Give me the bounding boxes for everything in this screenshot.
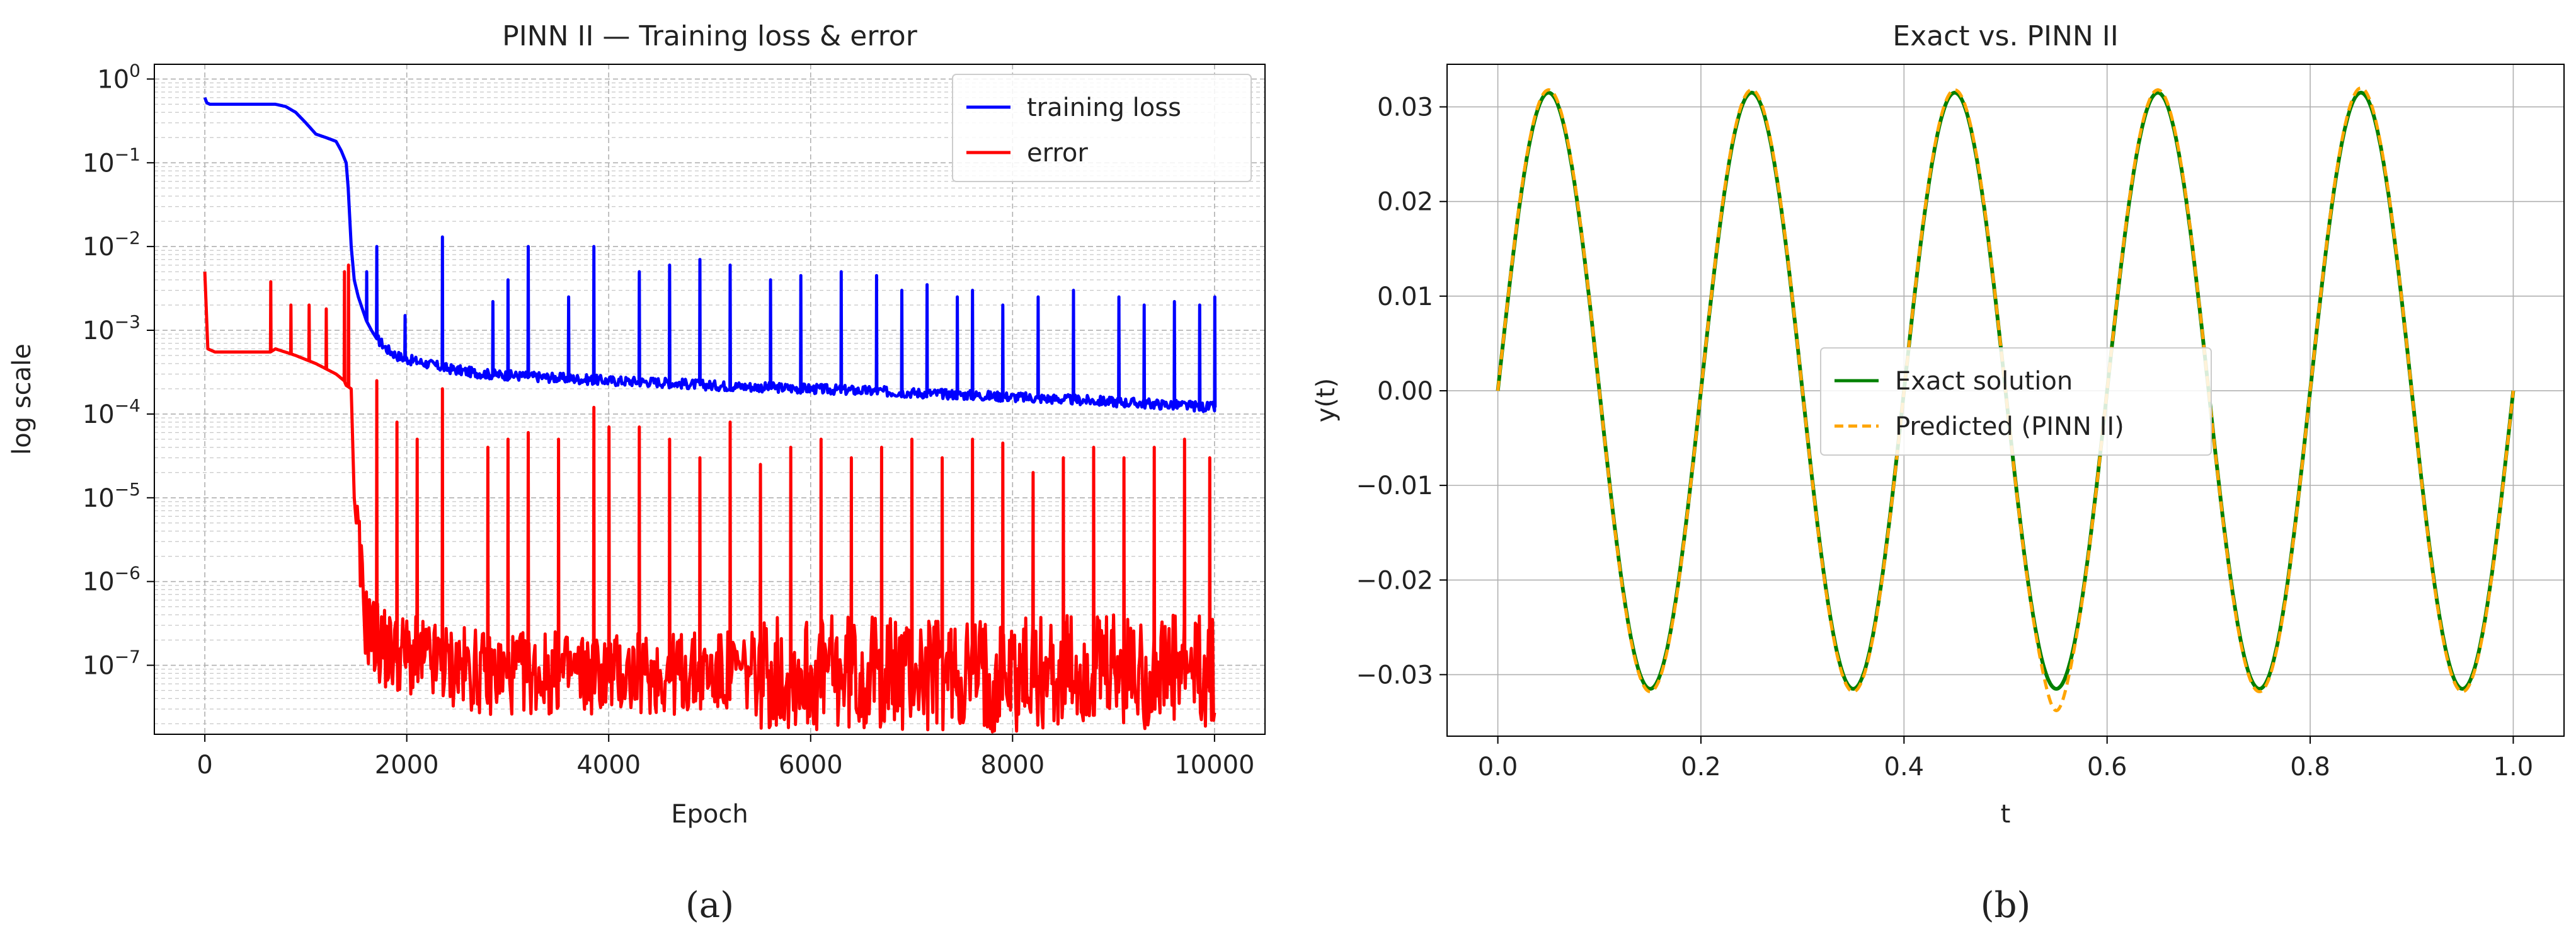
a-legend-label-training-loss: training loss [1027,93,1181,122]
a-y-tick-label: 10−7 [83,647,140,681]
a-series-line-error [203,263,1216,734]
a-chart-title: PINN II — Training loss & error [502,20,918,52]
a-x-tick-label: 0 [197,751,212,780]
a-x-tick-label: 2000 [375,751,439,780]
b-x-tick-label: 0.4 [1884,753,1925,782]
a-y-tick-label: 10−4 [83,395,140,429]
b-x-tick-label: 1.0 [2493,753,2534,782]
a-y-axis-label: log scale [8,343,37,455]
b-plot-frame [1446,64,2565,737]
a-legend-label-error: error [1027,139,1088,168]
b-sub-caption: (b) [1981,885,2031,926]
b-y-tick-label: 0.00 [1377,377,1433,406]
panel-a: 0 2000 4000 6000 8000 10000 10010−110−210−310… [8,20,1266,926]
a-y-tick-label: 10−1 [83,144,140,178]
a-y-tick-label: 10−5 [83,479,140,513]
b-y-tick-label: 0.03 [1377,93,1433,122]
b-y-tick-label: 0.02 [1377,188,1433,217]
a-legend-box [952,74,1252,182]
b-x-tick-label: 0.8 [2290,753,2330,782]
b-legend-label-predicted: Predicted (PINN II) [1895,412,2124,441]
a-y-tick-label: 100 [97,60,140,94]
b-y-ticks: 0.03 0.02 0.01 0.00 −0.01 −0.02 −0.03 [1356,93,1447,690]
a-y-ticks: 100 10−1 10−2 10−3 10−4 10−5 10−6 10−7 [83,60,154,681]
a-y-tick-label: 10−6 [83,563,140,597]
b-x-ticks: 0.0 0.2 0.4 0.6 0.8 1.0 [1478,736,2533,782]
a-legend: training loss error [952,74,1252,182]
a-y-tick-label: 10−3 [83,311,140,345]
b-y-tick-label: 0.01 [1377,282,1433,311]
b-y-tick-label: −0.03 [1356,661,1433,690]
a-minor-grid [154,82,1265,724]
a-x-tick-label: 4000 [576,751,641,780]
a-x-tick-label: 6000 [779,751,843,780]
a-series-group [203,96,1217,734]
b-y-tick-label: −0.01 [1356,471,1433,500]
a-x-tick-label: 8000 [980,751,1045,780]
b-x-axis-label: t [2001,800,2011,829]
a-series-line-training-loss [203,96,1217,413]
a-x-tick-label: 10000 [1174,751,1254,780]
a-x-axis-label: Epoch [671,800,748,829]
b-legend-label-exact: Exact solution [1895,367,2073,396]
b-x-tick-label: 0.2 [1681,753,1721,782]
b-x-tick-label: 0.0 [1478,753,1518,782]
b-y-axis-label: y(t) [1312,378,1341,423]
a-y-tick-label: 10−2 [83,228,140,262]
b-chart-title: Exact vs. PINN II [1892,20,2118,52]
a-x-ticks: 0 2000 4000 6000 8000 10000 [197,734,1254,780]
a-sub-caption: (a) [685,885,734,926]
b-y-tick-label: −0.02 [1356,566,1433,595]
panel-b: 0.0 0.2 0.4 0.6 0.8 1.0 0.03 0.02 0.01 0.00 −0.01… [1312,20,2565,926]
b-x-tick-label: 0.6 [2087,753,2127,782]
b-legend-box [1820,347,2212,456]
a-plot-frame [154,64,1266,735]
b-legend: Exact solution Predicted (PINN II) [1820,347,2212,456]
